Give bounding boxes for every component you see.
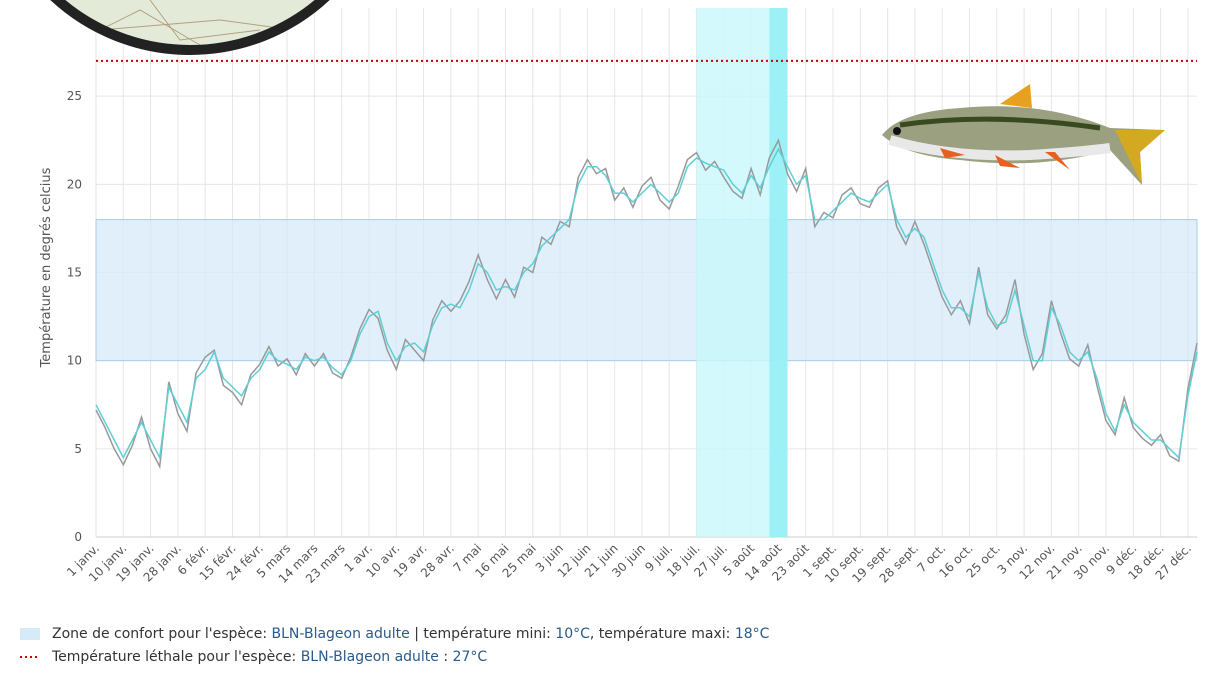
y-tick-label: 0	[74, 530, 82, 544]
y-tick-label: 5	[74, 442, 82, 456]
legend-text: , température maxi:	[589, 625, 735, 642]
legend-swatch	[20, 655, 40, 658]
legend-text: Zone de confort pour l'espèce:	[52, 625, 272, 642]
y-tick-label: 25	[67, 89, 82, 103]
fish-illustration	[882, 84, 1165, 185]
legend-species: BLN-Blageon adulte	[271, 625, 410, 642]
legend-item: Zone de confort pour l'espèce: BLN-Blage…	[20, 622, 769, 645]
legend-text: Température léthale pour l'espèce:	[52, 648, 301, 665]
y-tick-label: 15	[67, 266, 82, 280]
temperature-line	[95, 147, 1198, 461]
legend-value: 27°C	[452, 648, 488, 665]
legend-swatch	[20, 627, 40, 640]
y-axis-label: Température en degrés celcius	[39, 167, 54, 368]
legend-species: BLN-Blageon adulte	[300, 648, 439, 665]
legend-value: 10°C	[555, 625, 590, 642]
legend: Zone de confort pour l'espèce: BLN-Blage…	[20, 622, 769, 668]
legend-text: :	[438, 648, 453, 665]
legend-text: | température mini:	[409, 625, 556, 642]
highlight-band	[769, 8, 788, 537]
map-thumbnail	[0, 0, 331, 55]
temperature-line	[95, 138, 1198, 470]
y-tick-label: 20	[67, 177, 82, 191]
legend-value: 18°C	[734, 625, 770, 642]
y-tick-label: 10	[67, 354, 82, 368]
comfort-zone	[95, 219, 1198, 362]
legend-item: Température léthale pour l'espèce: BLN-B…	[20, 645, 769, 668]
